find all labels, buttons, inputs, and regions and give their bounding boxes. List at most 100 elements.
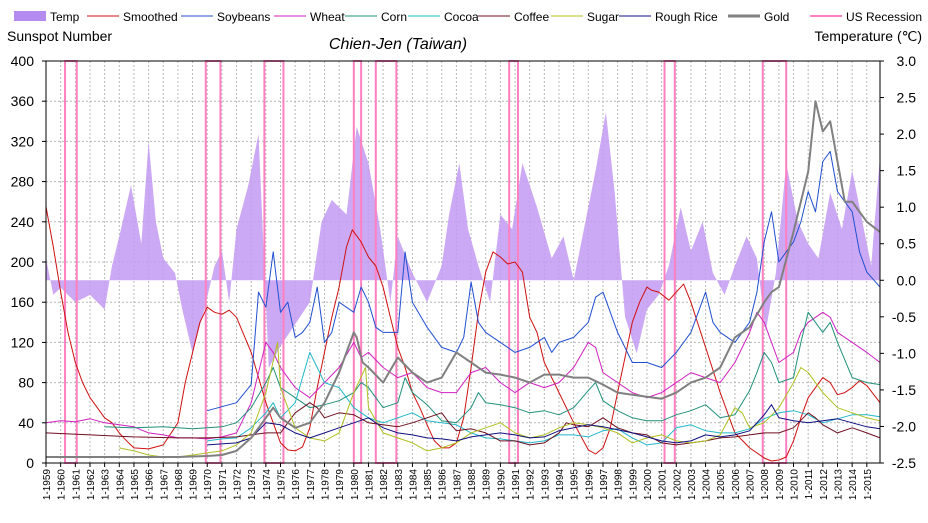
x-tick-label: 1-2015 <box>863 469 874 501</box>
x-tick-label: 1-1963 <box>101 469 112 501</box>
x-tick-label: 1-1962 <box>86 469 97 501</box>
x-tick-label: 1-1959 <box>42 469 53 501</box>
y-left-tick-label: 80 <box>18 375 34 391</box>
legend-item-us-recession: US Recession <box>810 10 922 24</box>
legend-label: Coffee <box>514 10 549 24</box>
x-tick-label: 1-1970 <box>203 469 214 501</box>
x-tick-label: 1-2014 <box>848 469 859 501</box>
series-line-gold <box>46 100 881 458</box>
y-left-tick-label: 0 <box>26 455 34 471</box>
y-left-tick-label: 280 <box>11 174 35 190</box>
x-tick-label: 1-2013 <box>833 469 844 501</box>
y-left-tick-label: 120 <box>11 334 35 350</box>
x-tick-label: 1-1999 <box>628 469 639 501</box>
x-tick-label: 1-1990 <box>496 469 507 501</box>
x-tick-label: 1-1974 <box>262 469 273 501</box>
x-tick-label: 1-1961 <box>71 469 82 501</box>
y-left-tick-label: 360 <box>11 93 35 109</box>
legend-item-temp: Temp <box>14 10 80 24</box>
x-tick-label: 1-2005 <box>716 469 727 501</box>
x-tick-label: 1-1979 <box>335 469 346 501</box>
series-line-cocoa <box>207 351 881 446</box>
x-tick-label: 1-1995 <box>570 469 581 501</box>
x-tick-label: 1-1973 <box>247 469 258 501</box>
y-right-tick-label: 2.5 <box>897 90 917 106</box>
x-tick-label: 1-2009 <box>775 469 786 501</box>
x-tick-label: 1-1969 <box>189 469 200 501</box>
x-tick-label: 1-1971 <box>218 469 229 501</box>
x-tick-label: 1-1972 <box>233 469 244 501</box>
legend-item-cocoa: Cocoa <box>408 10 479 24</box>
y-right-tick-label: -2.0 <box>892 418 916 434</box>
x-tick-label: 1-1985 <box>423 469 434 501</box>
legend-item-coffee: Coffee <box>478 10 549 24</box>
x-tick-label: 1-1982 <box>379 469 390 501</box>
series-line-rough-rice <box>207 404 881 446</box>
legend-label: Sugar <box>587 10 619 24</box>
chart-title: Chien-Jen (Taiwan) <box>329 36 467 53</box>
series-line-wheat <box>45 311 881 440</box>
x-tick-label: 1-2007 <box>746 469 757 501</box>
legend-item-gold: Gold <box>728 10 789 24</box>
x-tick-label: 1-1993 <box>540 469 551 501</box>
x-tick-label: 1-1997 <box>599 469 610 501</box>
y-left-tick-label: 320 <box>11 133 35 149</box>
y-right-tick-label: -1.5 <box>892 382 916 398</box>
legend-item-soybeans: Soybeans <box>181 10 270 24</box>
x-tick-label: 1-2008 <box>760 469 771 501</box>
temp-area <box>46 112 880 368</box>
y-left-tick-label: 40 <box>18 415 34 431</box>
x-tick-label: 1-1967 <box>159 469 170 501</box>
x-tick-label: 1-1992 <box>526 469 537 501</box>
legend-label: Rough Rice <box>655 10 718 24</box>
legend-item-smoothed: Smoothed <box>87 10 178 24</box>
x-tick-label: 1-1983 <box>394 469 405 501</box>
series-line-corn <box>104 311 881 430</box>
x-tick-label: 1-1988 <box>467 469 478 501</box>
y-left-tick-label: 200 <box>11 254 35 270</box>
legend-label: Smoothed <box>123 10 178 24</box>
y-left-tick-label: 400 <box>11 53 35 69</box>
x-tick-label: 1-1965 <box>130 469 141 501</box>
y-right-ticks: -2.5 -2.0 -1.5 -1.0 -0.5 0.0 0.5 1.0 1.5 2.0 2.5 3.… <box>880 53 916 471</box>
series-line-smoothed <box>45 206 881 462</box>
legend-swatch <box>14 11 46 21</box>
y-right-tick-label: -1.0 <box>892 345 916 361</box>
x-tick-label: 1-2000 <box>643 469 654 501</box>
legend-item-sugar: Sugar <box>551 10 619 24</box>
x-tick-label: 1-2002 <box>672 469 683 501</box>
y-left-tick-label: 160 <box>11 294 35 310</box>
legend: Temp Smoothed Soybeans Wheat Corn Cocoa Coffee… <box>14 10 922 24</box>
x-tick-label: 1-1986 <box>438 469 449 501</box>
y-right-tick-label: -2.5 <box>892 455 916 471</box>
x-tick-label: 1-2003 <box>687 469 698 501</box>
plot-area <box>45 60 881 464</box>
x-tick-label: 1-1978 <box>320 469 331 501</box>
x-tick-label: 1-1980 <box>350 469 361 501</box>
x-tick-label: 1-1987 <box>452 469 463 501</box>
x-tick-label: 1-1984 <box>408 469 419 501</box>
y-right-axis-title: Temperature (℃) <box>814 28 922 44</box>
x-tick-label: 1-2011 <box>804 469 815 500</box>
x-tick-label: 1-1976 <box>291 469 302 501</box>
x-tick-label: 1-1966 <box>145 469 156 501</box>
y-right-tick-label: 0.0 <box>897 272 917 288</box>
legend-item-corn: Corn <box>345 10 407 24</box>
temp-area-group <box>46 112 880 368</box>
y-right-tick-label: 0.5 <box>897 236 917 252</box>
x-tick-label: 1-2006 <box>731 469 742 501</box>
legend-label: Corn <box>381 10 407 24</box>
legend-label: Cocoa <box>444 10 479 24</box>
legend-item-wheat: Wheat <box>274 10 345 24</box>
legend-label: Gold <box>764 10 789 24</box>
y-left-axis-title: Sunspot Number <box>7 28 112 44</box>
series-lines <box>45 100 881 462</box>
x-tick-label: 1-1991 <box>511 469 522 501</box>
x-tick-label: 1-1994 <box>555 469 566 501</box>
x-tick-label: 1-1989 <box>482 469 493 501</box>
y-right-tick-label: 3.0 <box>897 53 917 69</box>
legend-item-rough-rice: Rough Rice <box>619 10 718 24</box>
x-tick-label: 1-2004 <box>702 469 713 501</box>
y-right-tick-label: 1.5 <box>897 163 917 179</box>
